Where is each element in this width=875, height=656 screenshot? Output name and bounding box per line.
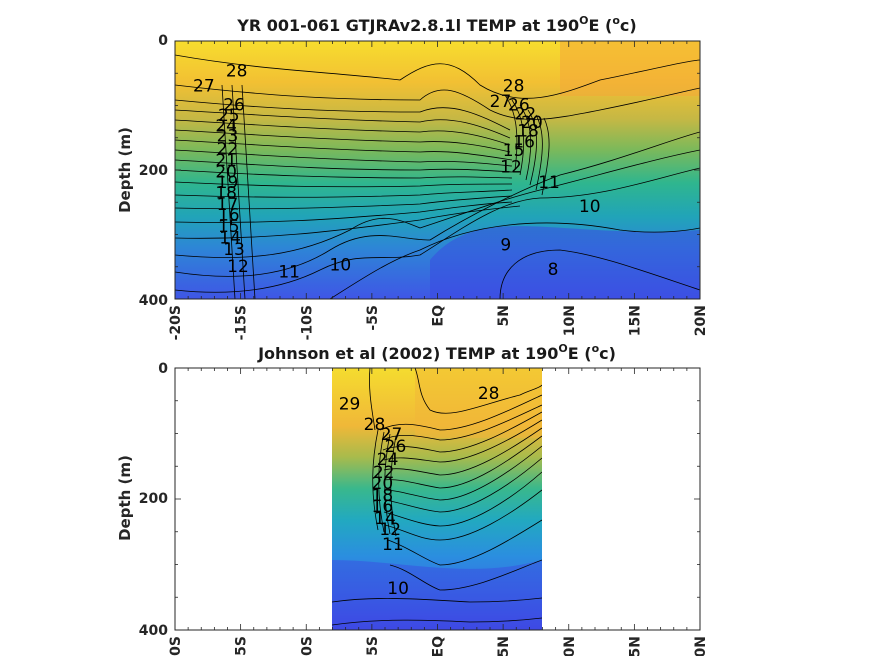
top-ytick-label: 400 <box>139 293 168 309</box>
contour-label: 16 <box>372 497 394 517</box>
contour-label: 24 <box>377 450 399 470</box>
x-tick-label: -15S <box>234 305 250 340</box>
x-tick-label: -10S <box>299 636 315 656</box>
bottom-ytick-label: 200 <box>139 491 168 507</box>
contour-label: 22 <box>515 105 537 125</box>
bottom-panel: Johnson et al (2002) TEMP at 190OE (oc) <box>116 342 709 656</box>
top-y-axis-label: Depth (m) <box>116 127 134 213</box>
contour-label: 12 <box>500 158 522 178</box>
contour-label: 20 <box>215 163 237 183</box>
contour-label: 15 <box>503 141 525 161</box>
contour-label: 15 <box>218 217 240 237</box>
contour-label: 12 <box>379 520 401 540</box>
contour-label: 16 <box>218 205 240 225</box>
bottom-ytick-label: 400 <box>139 623 168 639</box>
x-tick-label: 15N <box>627 636 643 656</box>
x-tick-label: 10N <box>562 636 578 656</box>
top-ytick-label: 0 <box>158 33 168 49</box>
top-contour-field <box>175 41 700 299</box>
contour-label: 26 <box>385 437 407 457</box>
bottom-contour-field <box>332 368 542 630</box>
contour-label: 23 <box>217 127 239 147</box>
x-tick-label: -10S <box>299 305 315 340</box>
bottom-x-ticks: -20S -15S -10S -5S EQ 5N 10N 15N 20N <box>168 367 709 656</box>
x-tick-label: 5N <box>496 636 512 656</box>
contour-label: 17 <box>217 195 239 215</box>
contour-label: 11 <box>382 535 404 555</box>
x-tick-label: EQ <box>431 636 447 656</box>
contour-label: 26 <box>508 96 530 116</box>
x-tick-label: -5S <box>365 305 381 331</box>
x-tick-label: 20N <box>693 636 709 656</box>
contour-label: 16 <box>513 132 535 152</box>
contour-label: 26 <box>223 96 245 116</box>
contour-label: 29 <box>339 394 361 414</box>
contour-label: 27 <box>490 92 512 112</box>
contour-label: 18 <box>215 183 237 203</box>
contour-label: 10 <box>387 579 409 599</box>
x-tick-label: -20S <box>168 636 184 656</box>
contour-label: 10 <box>579 197 601 217</box>
contour-label: 28 <box>364 415 386 435</box>
contour-label: 14 <box>374 509 396 529</box>
contour-label: 9 <box>500 236 511 256</box>
contour-label: 19 <box>217 173 239 193</box>
x-tick-label: 10N <box>562 305 578 336</box>
x-tick-label: 15N <box>627 305 643 336</box>
contour-label: 20 <box>372 474 394 494</box>
contour-label: 12 <box>227 257 249 277</box>
contour-label: 20 <box>521 113 543 133</box>
contour-label: 21 <box>215 151 237 171</box>
contour-label: 11 <box>278 263 300 283</box>
top-panel: YR 001-061 GTJRAv2.8.1l TEMP at 190OE (o… <box>116 14 709 340</box>
top-x-ticks: -20S -15S -10S -5S EQ 5N 10N 15N 20N <box>168 40 709 340</box>
contour-label: 28 <box>226 61 248 81</box>
contour-label: 14 <box>219 229 241 249</box>
x-tick-label: 20N <box>693 305 709 336</box>
x-tick-label: -5S <box>365 636 381 656</box>
contour-label: 27 <box>193 76 215 96</box>
contour-label: 10 <box>330 256 352 276</box>
top-ytick-label: 200 <box>139 163 168 179</box>
x-tick-label: -15S <box>234 636 250 656</box>
contour-label: 18 <box>517 121 539 141</box>
contour-label: 22 <box>373 463 395 483</box>
contour-label: 22 <box>217 140 239 160</box>
bottom-ytick-label: 0 <box>158 361 168 377</box>
bottom-chart-title: Johnson et al (2002) TEMP at 190OE (oc) <box>257 342 616 363</box>
contour-label: 28 <box>503 76 525 96</box>
contour-label: 28 <box>478 384 500 404</box>
contour-label: 8 <box>548 260 559 280</box>
contour-label: 13 <box>223 240 245 260</box>
contour-label: 18 <box>372 486 394 506</box>
x-tick-label: -20S <box>168 305 184 340</box>
top-chart-title: YR 001-061 GTJRAv2.8.1l TEMP at 190OE (o… <box>236 14 636 35</box>
contour-label: 11 <box>538 173 560 193</box>
contour-label: 25 <box>218 106 240 126</box>
x-tick-label: 5N <box>496 305 512 326</box>
contour-label: 27 <box>381 425 403 445</box>
contour-label: 24 <box>215 116 237 136</box>
x-tick-label: EQ <box>431 305 447 327</box>
bottom-y-axis-label: Depth (m) <box>116 455 134 541</box>
